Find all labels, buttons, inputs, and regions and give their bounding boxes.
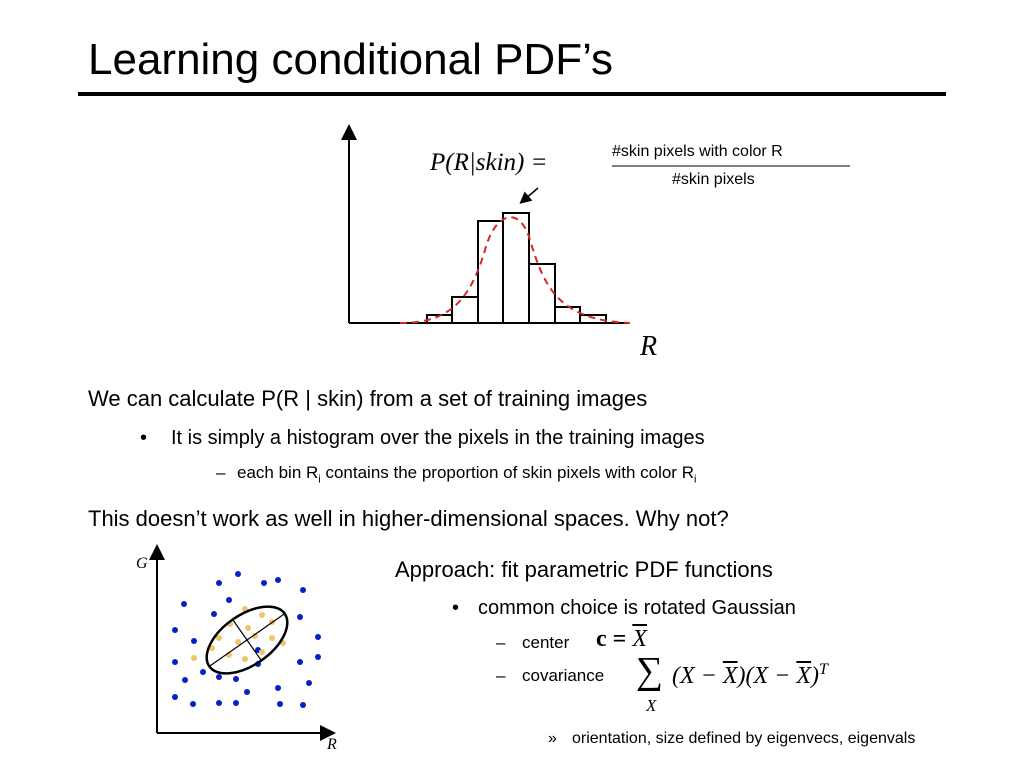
math: c =	[596, 626, 633, 652]
bullet: •	[140, 427, 148, 449]
covariance-formula: (X − X)(X − X)T	[672, 661, 828, 689]
math: (X −	[672, 663, 723, 689]
x-axis-label: R	[640, 331, 658, 362]
sub-bullet-text: each bin Ri contains the proportion of s…	[237, 464, 696, 485]
formula-lhs: P(R|skin) =	[430, 149, 548, 176]
center-formula: c = X	[596, 627, 647, 651]
bullet-text: common choice is rotated Gaussian	[478, 597, 796, 619]
sum-sign: ∑	[636, 650, 664, 692]
math: X	[796, 663, 812, 689]
text-line: This doesn’t work as well in higher-dime…	[88, 506, 729, 531]
slide-title: Learning conditional PDF’s	[88, 35, 614, 84]
sub-bullet-text: covariance	[522, 666, 605, 685]
approach-heading: Approach: fit parametric PDF functions	[395, 557, 773, 582]
dash: –	[216, 463, 226, 482]
y-axis-label: G	[136, 555, 148, 572]
formula-numerator: #skin pixels with color R	[612, 143, 783, 160]
x-axis-label: R	[327, 736, 337, 753]
scatter-illustration	[149, 544, 336, 741]
math: )	[811, 663, 820, 689]
superscript: T	[819, 661, 828, 678]
math: X	[632, 626, 647, 652]
sub-bullet-text: center	[522, 633, 570, 652]
note-text: orientation, size defined by eigenvecs, …	[572, 730, 916, 747]
note-marker: »	[548, 730, 557, 747]
formula-denominator: #skin pixels	[672, 171, 755, 188]
bullet: •	[452, 597, 460, 619]
text-part: contains the proportion of skin pixels w…	[320, 463, 694, 482]
text-line: We can calculate P(R | skin) from a set …	[88, 386, 648, 411]
bullet-text: It is simply a histogram over the pixels…	[171, 427, 705, 449]
subscript: i	[693, 473, 697, 486]
dash: –	[496, 666, 506, 685]
subscript: i	[318, 473, 321, 486]
text-part: each bin R	[237, 463, 319, 482]
sum-index: X	[646, 696, 657, 715]
math: X	[722, 663, 738, 689]
math: )(X −	[737, 663, 797, 689]
dash: –	[496, 633, 506, 652]
histogram	[341, 124, 850, 324]
